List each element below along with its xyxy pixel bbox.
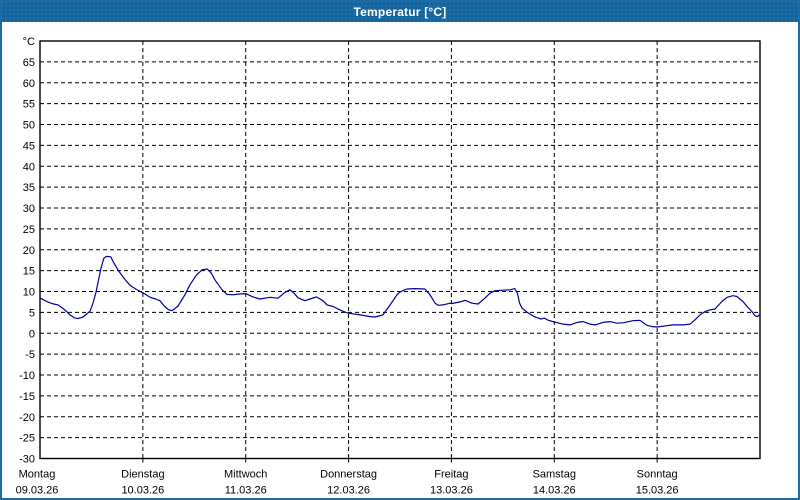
x-day-label: Mittwoch [224, 469, 267, 481]
y-tick-label: 65 [23, 57, 35, 69]
y-tick-label: 50 [23, 120, 35, 132]
x-date-label: 15.03.26 [636, 485, 679, 497]
y-tick-label: -30 [19, 454, 35, 466]
x-day-label: Sonntag [637, 469, 678, 481]
y-tick-label: -20 [19, 412, 35, 424]
window-title-bar[interactable]: Temperatur [°C] [2, 2, 798, 22]
x-date-label: 13.03.26 [430, 485, 473, 497]
temperature-chart: °C65605550454035302520151050-5-10-15-20-… [16, 36, 761, 497]
y-tick-label: -5 [25, 349, 35, 361]
window-title: Temperatur [°C] [353, 5, 447, 19]
y-tick-label: 35 [23, 182, 35, 194]
y-tick-label: -10 [19, 370, 35, 382]
y-tick-label: 0 [29, 328, 35, 340]
y-tick-label: 30 [23, 203, 35, 215]
y-tick-label: -15 [19, 391, 35, 403]
chart-container: °C 65 60 55 50 45 40 35 30 25 20 15 10 5 0 -5 -10 -15 -20-… [2, 22, 798, 498]
y-tick-label: 5 [29, 307, 35, 319]
temperature-line [39, 255, 761, 328]
x-date-label: 14.03.26 [533, 485, 576, 497]
x-day-label: Freitag [434, 469, 468, 481]
y-tick-label: 55 [23, 99, 35, 111]
y-tick-label: 25 [23, 224, 35, 236]
x-date-label: 09.03.26 [16, 485, 59, 497]
x-date-label: 10.03.26 [121, 485, 164, 497]
x-date-label: 12.03.26 [327, 485, 370, 497]
x-day-label: Donnerstag [320, 469, 377, 481]
y-tick-label: -25 [19, 433, 35, 445]
x-date-label: 11.03.26 [225, 485, 267, 497]
y-tick-label: 60 [23, 78, 35, 90]
plot-border [39, 40, 761, 460]
y-tick-label: 10 [23, 287, 35, 299]
x-day-label: Dienstag [121, 469, 164, 481]
y-tick-label: 45 [23, 140, 35, 152]
x-day-label: Samstag [533, 469, 576, 481]
y-axis-unit-label: °C [23, 36, 35, 48]
y-tick-label: 40 [23, 161, 35, 173]
y-tick-label: 15 [23, 266, 35, 278]
x-day-label: Montag [19, 469, 56, 481]
y-tick-label: 20 [23, 245, 35, 257]
